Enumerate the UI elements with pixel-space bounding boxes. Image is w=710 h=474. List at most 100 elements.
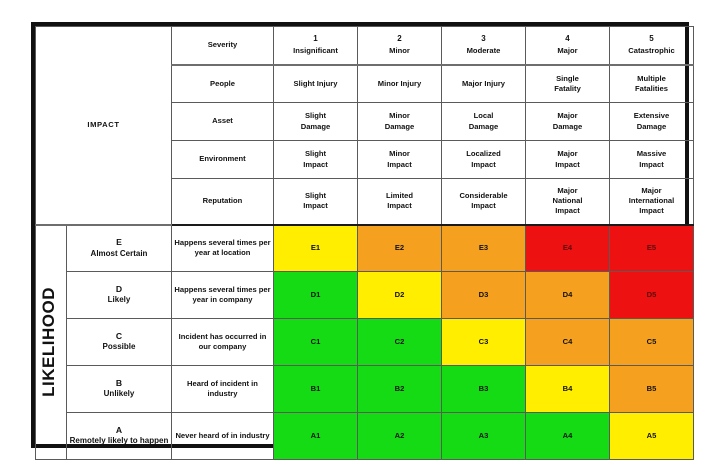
likelihood-description: Incident has occurred in our company <box>171 318 274 366</box>
severity-word: Insignificant <box>293 46 338 56</box>
impact-value: Slight Damage <box>273 102 358 141</box>
likelihood-word: Unlikely <box>103 389 135 399</box>
matrix-cell-B5[interactable]: B5 <box>609 365 694 413</box>
likelihood-title: LIKELIHOOD <box>35 223 67 460</box>
matrix-cell-E3[interactable]: E3 <box>441 223 526 272</box>
impact-value: Major International Impact <box>609 178 694 225</box>
likelihood-word: Remotely likely to happen <box>69 436 169 446</box>
severity-header-5: 5 Catastrophic <box>609 26 694 66</box>
impact-attribute-label: Environment <box>171 140 274 179</box>
matrix-cell-E2[interactable]: E2 <box>357 223 442 272</box>
impact-row-environment: Environment Slight Impact Minor Impact Locali… <box>36 140 694 179</box>
impact-value: Major Damage <box>525 102 610 141</box>
severity-word: Major <box>557 46 578 56</box>
impact-value: Major Injury <box>441 64 526 103</box>
severity-header-3: 3 Moderate <box>441 26 526 66</box>
matrix-cell-E4[interactable]: E4 <box>525 223 610 272</box>
matrix-cell-D2[interactable]: D2 <box>357 271 442 319</box>
impact-value: Massive Impact <box>609 140 694 179</box>
matrix-cell-A1[interactable]: A1 <box>273 412 358 460</box>
likelihood-rank: B Unlikely <box>66 365 172 413</box>
matrix-cell-D1[interactable]: D1 <box>273 271 358 319</box>
impact-row-asset: Asset Slight Damage Minor Damage Local Damage M… <box>36 102 694 141</box>
likelihood-word: Possible <box>102 342 136 352</box>
severity-header-2: 2 Minor <box>357 26 442 66</box>
matrix-cell-C5[interactable]: C5 <box>609 318 694 366</box>
matrix-cell-A3[interactable]: A3 <box>441 412 526 460</box>
likelihood-letter: A <box>115 425 123 436</box>
likelihood-letter: D <box>115 284 123 295</box>
severity-number: 3 <box>481 34 486 44</box>
likelihood-title-text: LIKELIHOOD <box>39 287 58 398</box>
impact-value: Major Impact <box>525 140 610 179</box>
likelihood-letter: C <box>115 331 123 342</box>
impact-row-severity: IMPACT Severity 1 Insignificant 2 Minor 3 Moder… <box>35 26 694 226</box>
likelihood-letter: B <box>115 378 123 389</box>
matrix-cell-C4[interactable]: C4 <box>525 318 610 366</box>
impact-value: Limited Impact <box>357 178 442 225</box>
matrix-cell-E1[interactable]: E1 <box>273 223 358 272</box>
matrix-cell-A2[interactable]: A2 <box>357 412 442 460</box>
likelihood-row-D: D Likely Happens several times per year in… <box>36 271 694 319</box>
matrix-cell-E5[interactable]: E5 <box>609 223 694 272</box>
impact-value: Minor Damage <box>357 102 442 141</box>
likelihood-description: Heard of incident in industry <box>171 365 274 413</box>
impact-value: Slight Impact <box>273 140 358 179</box>
likelihood-row-E: LIKELIHOOD E Almost Certain Happens several… <box>35 223 694 460</box>
matrix-cell-B2[interactable]: B2 <box>357 365 442 413</box>
severity-number: 1 <box>313 34 318 44</box>
matrix-cell-C1[interactable]: C1 <box>273 318 358 366</box>
likelihood-rank: A Remotely likely to happen <box>66 412 172 460</box>
impact-value: Major National Impact <box>525 178 610 225</box>
matrix-cell-B4[interactable]: B4 <box>525 365 610 413</box>
impact-value: Minor Impact <box>357 140 442 179</box>
severity-word: Catastrophic <box>628 46 675 56</box>
severity-header-4: 4 Major <box>525 26 610 66</box>
likelihood-description: Happens several times per year at locati… <box>171 223 274 272</box>
severity-header-1: 1 Insignificant <box>273 26 358 66</box>
impact-value: Slight Impact <box>273 178 358 225</box>
likelihood-rank: C Possible <box>66 318 172 366</box>
likelihood-row-B: B Unlikely Heard of incident in industry B1… <box>36 365 694 413</box>
likelihood-description: Happens several times per year in compan… <box>171 271 274 319</box>
risk-matrix-table: IMPACT Severity 1 Insignificant 2 Minor 3 Moder… <box>35 26 694 460</box>
impact-value: Considerable Impact <box>441 178 526 225</box>
impact-row-reputation: Reputation Slight Impact Limited Impact Consi… <box>36 178 694 225</box>
likelihood-row-C: C Possible Incident has occurred in our co… <box>36 318 694 366</box>
likelihood-row-A: A Remotely likely to happen Never heard of… <box>36 412 694 460</box>
matrix-cell-C3[interactable]: C3 <box>441 318 526 366</box>
impact-attribute-label: Reputation <box>171 178 274 225</box>
likelihood-rank: E Almost Certain <box>66 223 172 272</box>
impact-attribute-label: Asset <box>171 102 274 141</box>
impact-value: Minor Injury <box>357 64 442 103</box>
matrix-cell-B1[interactable]: B1 <box>273 365 358 413</box>
severity-number: 5 <box>649 34 654 44</box>
impact-attribute-label: People <box>171 64 274 103</box>
matrix-cell-D5[interactable]: D5 <box>609 271 694 319</box>
impact-row-people: People Slight Injury Minor Injury Major Inj… <box>36 64 694 103</box>
impact-value: Single Fatality <box>525 64 610 103</box>
severity-number: 2 <box>397 34 402 44</box>
impact-value: Localized Impact <box>441 140 526 179</box>
matrix-cell-A4[interactable]: A4 <box>525 412 610 460</box>
impact-value: Local Damage <box>441 102 526 141</box>
impact-value: Slight Injury <box>273 64 358 103</box>
matrix-cell-A5[interactable]: A5 <box>609 412 694 460</box>
matrix-cell-D4[interactable]: D4 <box>525 271 610 319</box>
severity-word: Minor <box>389 46 410 56</box>
severity-word: Moderate <box>466 46 501 56</box>
impact-value: Multiple Fatalities <box>609 64 694 103</box>
matrix-cell-B3[interactable]: B3 <box>441 365 526 413</box>
risk-matrix-container: IMPACT Severity 1 Insignificant 2 Minor 3 Moder… <box>31 22 694 460</box>
impact-title: IMPACT <box>35 26 172 226</box>
matrix-cell-D3[interactable]: D3 <box>441 271 526 319</box>
impact-value: Extensive Damage <box>609 102 694 141</box>
severity-number: 4 <box>565 34 570 44</box>
likelihood-word: Likely <box>107 295 131 305</box>
matrix-cell-C2[interactable]: C2 <box>357 318 442 366</box>
likelihood-word: Almost Certain <box>90 248 148 258</box>
impact-attribute-label: Severity <box>171 26 274 66</box>
likelihood-letter: E <box>116 237 122 248</box>
likelihood-rank: D Likely <box>66 271 172 319</box>
likelihood-description: Never heard of in industry <box>171 412 274 460</box>
